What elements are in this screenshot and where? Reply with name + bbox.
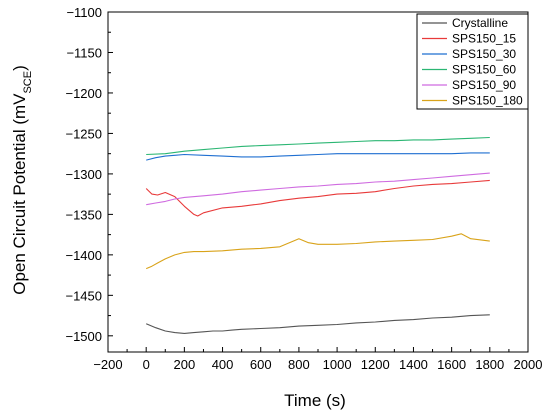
y-tick-label: −1400 [65, 248, 102, 263]
axes: −200 0 200 400 600 800 1000 1200 1400 1600 1800 200… [65, 5, 542, 372]
x-tick-label: 1000 [323, 357, 352, 372]
y-tick-label: −1150 [66, 45, 102, 60]
legend-label-sps150-180: SPS150_180 [452, 94, 523, 108]
series-line-crystalline [145, 314, 490, 334]
x-tick-label: 800 [288, 357, 310, 372]
legend-label-crystalline: Crystalline [452, 16, 508, 30]
x-tick-label: 1200 [361, 357, 390, 372]
y-tick-label: −1350 [65, 207, 102, 222]
x-tick-label: −200 [93, 357, 122, 372]
series-line-sps150-60 [146, 136, 490, 156]
series-line-sps150-15 [145, 179, 490, 217]
x-tick-label: 200 [174, 357, 196, 372]
x-axis-title: Time (s) [284, 391, 346, 410]
x-tick-label: 2000 [514, 357, 543, 372]
x-tick-label: 1600 [437, 357, 466, 372]
y-axis-title-close: ) [10, 65, 29, 71]
y-tick-label: −1250 [65, 126, 102, 141]
legend: CrystallineSPS150_15SPS150_30SPS150_60SP… [416, 13, 529, 110]
y-axis-title-main: Open Circuit Potential (mV [10, 93, 29, 295]
series-line-sps150-30 [146, 152, 490, 161]
series-line-sps150-90 [146, 172, 490, 206]
x-tick-label: 600 [250, 357, 272, 372]
legend-label-sps150-15: SPS150_15 [452, 32, 516, 46]
legend-box [416, 13, 529, 110]
legend-label-sps150-60: SPS150_60 [452, 63, 516, 77]
y-tick-label: −1100 [66, 5, 102, 20]
y-tick-label: −1450 [65, 288, 102, 303]
legend-label-sps150-90: SPS150_90 [452, 78, 516, 92]
y-tick-label: −1200 [65, 86, 102, 101]
y-axis-title: Open Circuit Potential (mVSCE) [10, 65, 34, 295]
x-tick-label: 400 [212, 357, 234, 372]
y-tick-label: −1500 [65, 329, 102, 344]
x-tick-label: 1400 [399, 357, 428, 372]
series-line-sps150-180 [145, 233, 490, 270]
y-axis-title-subscript: SCE [22, 71, 34, 94]
legend-label-sps150-30: SPS150_30 [452, 47, 516, 61]
y-tick-label: −1300 [65, 167, 102, 182]
x-tick-label: 0 [143, 357, 150, 372]
series-layer [145, 136, 490, 334]
x-tick-label: 1800 [475, 357, 504, 372]
